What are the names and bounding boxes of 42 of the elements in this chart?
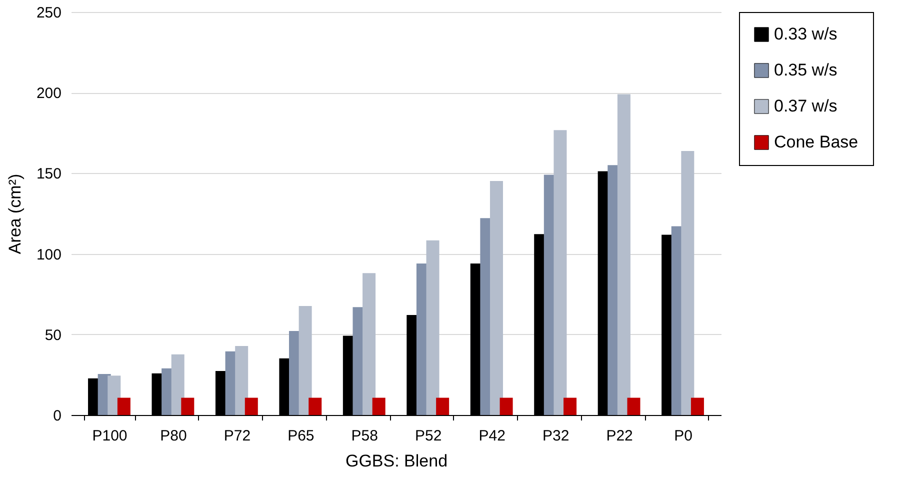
x-tick-label: P100: [92, 428, 128, 444]
legend-label: 0.35 w/s: [774, 60, 838, 80]
bar: [681, 150, 694, 415]
x-tick-label: P0: [674, 428, 692, 444]
x-tick-label: P58: [351, 428, 378, 444]
x-tick-label: P32: [542, 428, 570, 444]
bar: [108, 376, 121, 415]
bar: [627, 398, 640, 415]
x-tick-label: P80: [160, 428, 187, 444]
x-tick-label: P65: [288, 428, 314, 444]
legend-label: Cone Base: [774, 132, 858, 152]
legend-label: 0.33 w/s: [774, 24, 838, 44]
legend-label: 0.37 w/s: [774, 96, 838, 116]
y-tick-label: 100: [36, 246, 62, 264]
bar: [308, 398, 322, 415]
bar: [171, 354, 184, 415]
bar: [554, 130, 567, 415]
y-tick-label: 250: [36, 4, 62, 22]
bar: [426, 240, 440, 415]
bar: [298, 306, 312, 415]
bar: [244, 398, 258, 415]
x-axis-title: GGBS: Blend: [345, 452, 448, 470]
bar: [235, 346, 248, 415]
y-tick-label: 0: [53, 408, 62, 424]
y-tick-label: 150: [36, 166, 62, 183]
bar: [500, 398, 513, 415]
bar: [372, 398, 386, 415]
y-axis-title: Area (cm²): [5, 174, 24, 254]
bar: [617, 94, 630, 415]
bar: [490, 180, 503, 415]
bar: [117, 398, 130, 415]
bar: [436, 398, 450, 415]
x-tick-label: P22: [606, 428, 633, 444]
bar: [181, 398, 194, 415]
x-tick-label: P72: [224, 428, 251, 444]
y-tick-label: 50: [44, 326, 62, 344]
y-tick-label: 200: [36, 85, 62, 102]
bar: [690, 398, 704, 415]
x-tick-label: P42: [478, 428, 506, 444]
bar: [362, 273, 376, 415]
x-tick-label: P52: [415, 428, 442, 444]
bar: [564, 398, 577, 415]
